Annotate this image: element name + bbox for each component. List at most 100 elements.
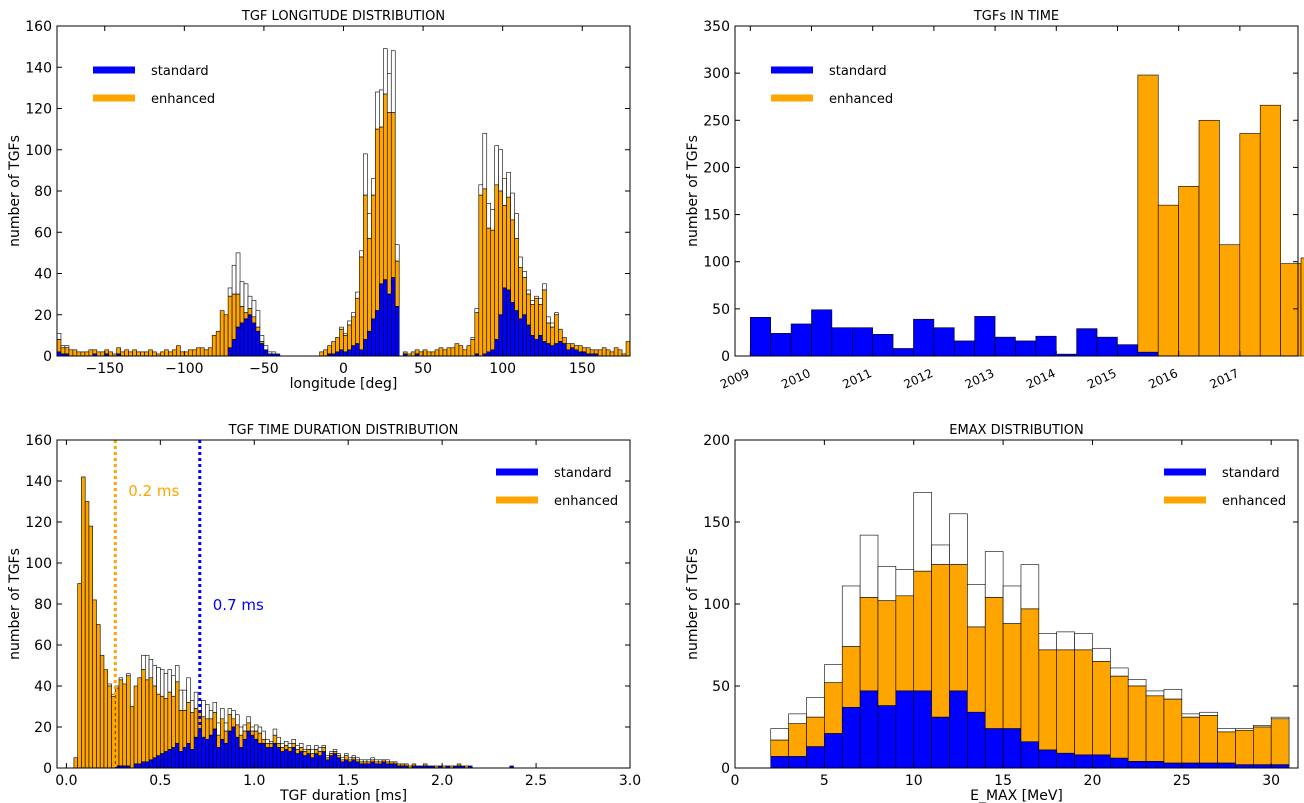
bar-other [263,345,269,351]
bar-enhanced [1145,695,1165,762]
bar-standard [259,343,265,357]
bar-enhanced [261,738,266,744]
bar-enhanced [877,600,897,706]
bar-enhanced [148,677,154,761]
bar-standard [877,705,897,769]
emax-panel: EMAX DISTRIBUTION 0 50 100 150 200 0 5 10 15 20 25 3… [685,423,1299,803]
bar-standard [392,763,398,769]
x-axis-label: E_MAX [MeV] [970,788,1063,803]
bar-standard [336,757,341,769]
bar-other [546,316,551,324]
bar-enhanced [470,339,476,357]
bar-enhanced [152,685,157,759]
bar-other [351,755,357,759]
bar-enhanced [336,755,341,759]
bar-enhanced [84,351,90,357]
bar-enhanced [276,743,281,748]
bar-enhanced [859,597,879,692]
bar-enhanced [314,749,319,754]
bar-enhanced [73,757,78,769]
bar-other [265,738,270,744]
bar-other [877,565,897,602]
bar-other [502,178,507,206]
bar-enhanced [577,345,583,353]
x-tick-label: 30 [1262,773,1280,789]
bar-enhanced [72,349,78,357]
bar-standard [1217,762,1236,769]
bar-other [332,749,338,752]
legend-label-enhanced: enhanced [554,494,618,509]
bar-standard [1035,335,1057,357]
duration-panel: TGF TIME DURATION DISTRIBUTION 0.2 ms 0.7 … [7,423,641,803]
bar-standard [335,351,340,357]
bar-other [514,213,519,239]
bar-enhanced [498,190,503,316]
bar-standard [872,334,894,357]
bar-enhanced [251,316,257,324]
bar-other [490,209,496,231]
bar-enhanced [363,194,368,340]
bar-other [385,759,390,763]
bar-other [1181,713,1200,718]
bar-other [1020,564,1040,610]
bar-enhanced [144,679,150,763]
bar-enhanced [325,757,330,761]
bar-enhanced [370,759,375,763]
bar-standard [510,302,515,357]
bar-enhanced [438,347,444,357]
bar-enhanced [199,347,205,357]
bar-enhanced [597,349,603,357]
bar-standard [227,730,233,769]
bar-enhanced [931,564,950,718]
bar-standard [261,743,266,769]
bar-standard [1076,328,1098,357]
bar-enhanced [558,328,563,342]
bar-enhanced [379,126,384,285]
bar-standard [518,318,523,357]
y-tick-label: 80 [34,184,52,200]
bar-enhanced [96,624,101,769]
bar-enhanced [482,188,488,355]
bar-standard [770,333,792,357]
bar-enhanced [137,677,142,765]
bar-other [340,757,345,761]
bar-other [344,753,349,757]
bar-enhanced [351,316,356,346]
bar-standard [310,757,315,769]
bar-enhanced [339,328,344,351]
bar-standard [562,343,567,357]
bar-standard [216,747,221,769]
y-tick-label: 50 [712,679,730,695]
bar-standard [186,743,191,769]
bar-enhanced [1219,244,1241,357]
bar-enhanced [321,747,326,752]
bar-other [506,172,511,198]
bar-enhanced [394,260,400,307]
bar-enhanced [967,626,986,713]
bar-enhanced [554,314,559,344]
bar-enhanced [374,761,379,765]
bar-enhanced [402,351,408,355]
bar-standard [526,324,531,357]
bar-enhanced [367,238,372,332]
bar-standard [231,726,236,769]
y-tick-label: 120 [25,102,52,118]
bar-standard [268,747,274,769]
bar-standard [895,690,915,769]
bar-enhanced [442,349,448,357]
x-tick-label: −100 [165,361,203,377]
bar-enhanced [841,646,861,708]
bar-standard [377,763,383,769]
bar-other [371,178,376,196]
bar-enhanced [163,697,169,752]
bar-standard [291,747,296,769]
bar-standard [1181,762,1200,769]
bar-enhanced [272,734,278,744]
bar-enhanced [148,349,153,357]
bar-standard [811,309,833,357]
bar-enhanced [280,747,285,752]
bar-enhanced [359,256,364,351]
bar-enhanced [478,194,484,357]
bar-standard [824,733,843,769]
bar-other [482,132,488,190]
